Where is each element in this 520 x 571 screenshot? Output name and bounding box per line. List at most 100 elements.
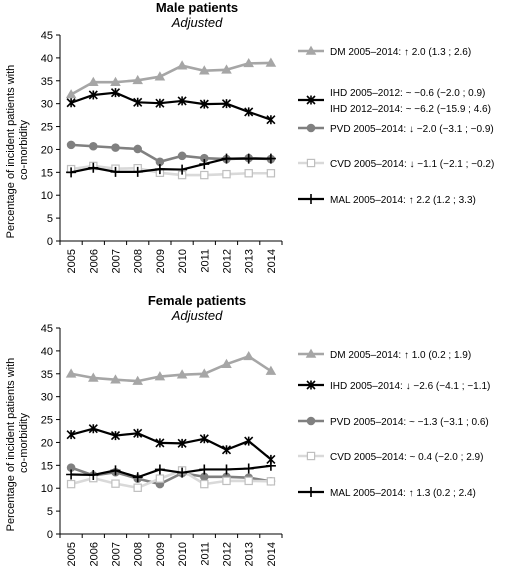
y-axis-label-line-1: Percentage of incident patients with [5, 65, 17, 239]
legend-entry-pvd: PVD 2005–2014: ~ −1.3 (−3.1 ; 0.6) [330, 417, 489, 428]
data-point-triangle [265, 365, 277, 375]
y-axis-label-line-1: Percentage of incident patients with [5, 358, 17, 532]
x-tick-label: 2014 [266, 249, 278, 273]
y-tick-label: 10 [41, 483, 53, 495]
data-point-asterisk [244, 436, 254, 446]
data-point-square [155, 474, 165, 483]
data-point-square [306, 451, 316, 461]
data-point-asterisk [66, 98, 76, 108]
data-point-plus [243, 463, 254, 474]
data-point-asterisk [199, 99, 209, 109]
data-point-square [244, 169, 253, 178]
y-axis-label: Percentage of incident patients with co-… [5, 355, 30, 532]
data-point-circle [66, 140, 76, 150]
data-point-circle [177, 151, 187, 161]
y-tick-label: 15 [41, 167, 53, 179]
x-tick-label: 2010 [177, 249, 189, 273]
data-point-asterisk [155, 438, 165, 448]
y-tick-label: 30 [41, 99, 53, 111]
data-point-triangle [176, 369, 188, 379]
data-point-asterisk [88, 424, 98, 434]
data-point-plus [199, 464, 210, 475]
series-line-pvd [70, 466, 272, 486]
data-point-triangle [305, 45, 317, 55]
x-tick-label: 2009 [155, 249, 167, 273]
data-point-triangle [221, 64, 232, 74]
data-point-asterisk [306, 95, 316, 105]
data-point-plus [154, 464, 165, 475]
data-point-plus [132, 166, 143, 177]
legend-entry-dm: DM 2005–2014: ↑ 1.0 (0.2 ; 1.9) [330, 350, 471, 361]
series-line-mal [70, 157, 271, 174]
series-line-cvd [70, 469, 271, 490]
x-tick-label: 2008 [133, 542, 145, 566]
x-tick-label: 2011 [199, 249, 211, 273]
x-tick-label: 2009 [155, 542, 167, 566]
data-point-square [200, 479, 209, 489]
series-line-ihd [70, 427, 272, 461]
x-tick-label: 2010 [177, 542, 189, 566]
y-tick-label: 35 [41, 369, 53, 381]
x-tick-label: 2014 [266, 542, 278, 566]
data-point-triangle [88, 372, 99, 382]
series-line-ihd [70, 91, 272, 121]
data-point-square [66, 479, 76, 489]
data-point-circle [89, 141, 98, 151]
x-tick-label: 2013 [244, 249, 256, 273]
x-tick-label: 2012 [222, 542, 234, 566]
y-tick-label: 35 [41, 76, 53, 88]
chart-title: Female patients [148, 293, 246, 308]
data-point-triangle [132, 74, 143, 85]
chart-subtitle: Adjusted [171, 15, 223, 30]
data-point-square [111, 479, 120, 488]
data-point-triangle [243, 57, 254, 68]
y-tick-label: 45 [41, 30, 53, 42]
data-point-square [306, 158, 316, 168]
x-tick-label: 2007 [111, 249, 123, 273]
data-point-plus [306, 487, 316, 497]
data-point-plus [132, 472, 143, 483]
data-point-plus [110, 465, 121, 476]
data-point-circle [306, 416, 316, 426]
y-tick-label: 5 [47, 506, 53, 518]
data-point-asterisk [221, 99, 232, 109]
y-tick-label: 20 [41, 144, 53, 156]
data-point-circle [133, 144, 142, 154]
series-line-mal [71, 464, 272, 479]
y-tick-label: 5 [47, 213, 53, 225]
legend-entry-ihd: IHD 2005–2014: ↓ −2.6 (−4.1 ; −1.1) [330, 381, 490, 392]
data-point-asterisk [110, 88, 121, 98]
legend-entry-dm: DM 2005–2014: ↑ 2.0 (1.3 ; 2.6) [330, 47, 471, 58]
x-tick-label: 2008 [133, 249, 145, 273]
data-point-square [244, 476, 253, 486]
data-point-asterisk [244, 107, 254, 117]
legend-entry-mal: MAL 2005–2014: ↑ 2.2 (1.2 ; 3.3) [330, 195, 476, 206]
y-tick-label: 20 [41, 437, 53, 449]
data-point-square [222, 476, 231, 486]
legend-entry-pvd: PVD 2005–2014: ↓ −2.0 (−3.1 ; −0.9) [330, 124, 494, 135]
data-point-plus [88, 162, 99, 173]
data-point-triangle [65, 89, 77, 99]
data-point-triangle [88, 76, 99, 86]
data-point-plus [154, 164, 165, 175]
data-point-asterisk [110, 431, 121, 441]
data-point-triangle [65, 368, 77, 378]
data-point-asterisk [266, 115, 276, 125]
legend-entry-mal: MAL 2005–2014: ↑ 1.3 (0.2 ; 2.4) [330, 488, 476, 499]
data-point-square [266, 477, 276, 486]
data-point-plus [265, 460, 276, 471]
data-point-triangle [305, 348, 317, 358]
legend-entry-cvd: CVD 2005–2014: ~ 0.4 (−2.0 ; 2.9) [330, 452, 483, 463]
y-tick-label: 0 [47, 236, 53, 248]
data-point-plus [88, 469, 99, 480]
data-point-asterisk [133, 97, 143, 107]
data-point-square [266, 169, 276, 178]
x-tick-label: 2007 [111, 542, 123, 566]
data-point-circle [111, 143, 120, 152]
x-tick-label: 2005 [66, 542, 78, 566]
legend-entry-ihd: IHD 2012–2014: ~ −6.2 (−15.9 ; 4.6) [330, 104, 491, 115]
data-point-triangle [176, 60, 188, 70]
data-point-asterisk [177, 96, 187, 106]
y-axis-label-line-2: co-morbidity [18, 413, 30, 473]
